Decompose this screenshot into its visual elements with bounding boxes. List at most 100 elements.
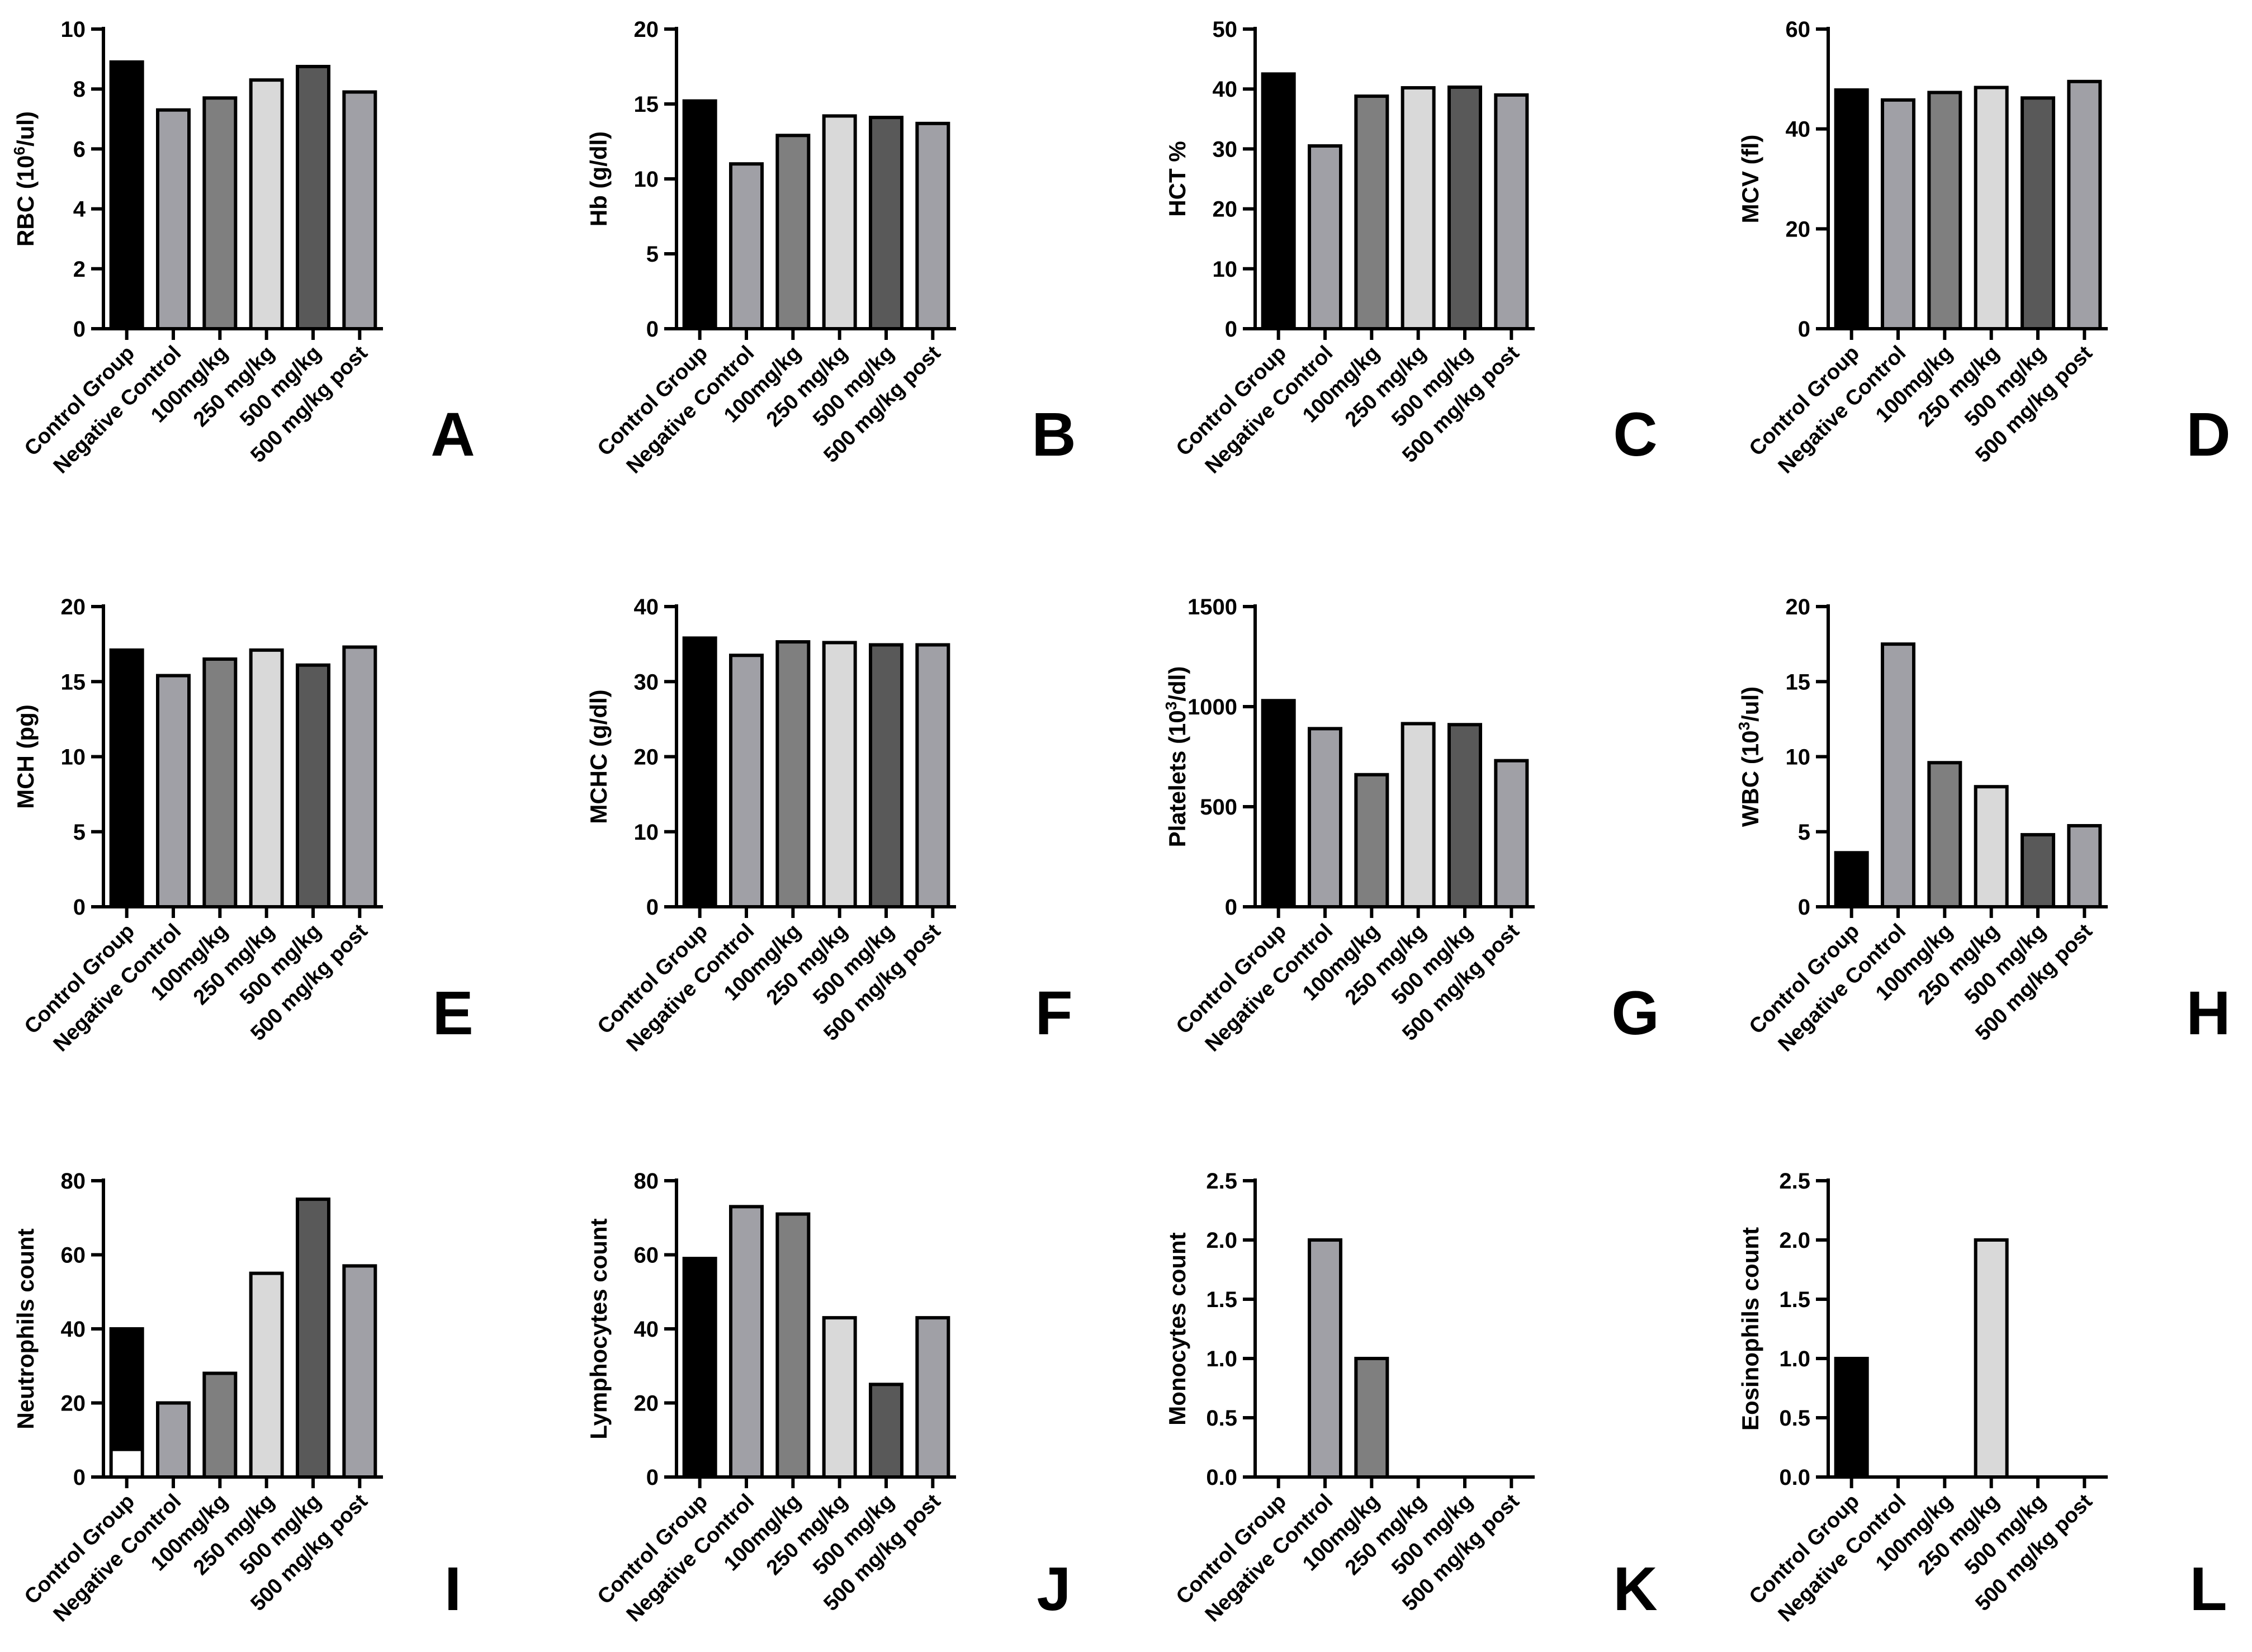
y-tick-label: 15 bbox=[61, 670, 86, 694]
y-tick-label: 20 bbox=[61, 595, 86, 619]
y-axis-title: RBC (106/ul) bbox=[11, 111, 39, 247]
y-tick-label: 10 bbox=[61, 17, 86, 42]
y-tick-label: 60 bbox=[61, 1243, 86, 1268]
panel-letter: L bbox=[2189, 1555, 2227, 1623]
y-tick-label: 0.0 bbox=[1779, 1465, 1810, 1490]
y-tick-label: 1500 bbox=[1187, 595, 1237, 619]
y-tick-label: 0 bbox=[646, 1465, 659, 1490]
panel-letter: G bbox=[1611, 979, 1659, 1048]
y-tick-label: 6 bbox=[73, 137, 86, 162]
y-tick-label: 0 bbox=[73, 317, 86, 342]
bar-500-mg-kg-post bbox=[2067, 824, 2102, 909]
bar-250-mg-kg bbox=[249, 1271, 284, 1479]
bar-100mg-kg bbox=[202, 1371, 238, 1479]
y-tick-label: 20 bbox=[634, 17, 659, 42]
y-tick-label: 0 bbox=[646, 317, 659, 342]
bar-250-mg-kg bbox=[1974, 1238, 2009, 1479]
y-tick-label: 40 bbox=[634, 595, 659, 619]
y-tick-label: 30 bbox=[634, 670, 659, 694]
y-tick-label: 1.5 bbox=[1779, 1287, 1810, 1312]
y-tick-label: 2.0 bbox=[1779, 1228, 1810, 1253]
y-axis-title: MCH (pg) bbox=[12, 704, 39, 809]
bar-250-mg-kg bbox=[822, 114, 857, 330]
y-tick-label: 4 bbox=[73, 197, 86, 222]
bar-500-mg-kg bbox=[296, 1197, 330, 1479]
bar-100mg-kg bbox=[1354, 1357, 1389, 1479]
bar-500-mg-kg-post bbox=[1494, 759, 1529, 909]
y-tick-label: 10 bbox=[634, 820, 659, 845]
bar-100mg-kg bbox=[775, 1212, 811, 1479]
y-tick-label: 0 bbox=[73, 895, 86, 920]
bar-100mg-kg bbox=[775, 134, 811, 330]
y-axis-title: Lymphocytes count bbox=[585, 1218, 612, 1439]
panel-letter: H bbox=[2186, 979, 2230, 1048]
y-tick-label: 1.0 bbox=[1779, 1347, 1810, 1371]
bar-250-mg-kg bbox=[1974, 86, 2009, 331]
bar-negative-control bbox=[729, 654, 764, 908]
y-tick-label: 2.5 bbox=[1779, 1169, 1810, 1194]
y-tick-label: 60 bbox=[1786, 17, 1811, 42]
bar-control-group bbox=[1834, 88, 1869, 330]
y-axis-title: Neutrophils count bbox=[12, 1228, 39, 1429]
panel-letter: K bbox=[1613, 1555, 1657, 1623]
y-axis-title: HCT % bbox=[1164, 141, 1190, 216]
y-tick-label: 500 bbox=[1200, 795, 1237, 820]
bar-control-group bbox=[1834, 851, 1869, 908]
y-axis-title: Platelets (103/dl) bbox=[1162, 666, 1190, 848]
y-tick-label: 2.0 bbox=[1206, 1228, 1237, 1253]
y-tick-label: 5 bbox=[73, 820, 86, 845]
bar-negative-control bbox=[1308, 1238, 1342, 1479]
bar-control-group bbox=[1834, 1357, 1869, 1479]
y-tick-label: 40 bbox=[1213, 77, 1238, 102]
bar-control-group bbox=[682, 636, 717, 908]
panel-letter: B bbox=[1032, 400, 1076, 469]
y-tick-label: 1000 bbox=[1187, 695, 1237, 720]
y-tick-label: 8 bbox=[73, 77, 86, 102]
bar-500-mg-kg bbox=[869, 116, 903, 330]
bar-negative-control bbox=[729, 1205, 764, 1479]
bar-500-mg-kg-post bbox=[1494, 93, 1529, 330]
bar-100mg-kg bbox=[1354, 773, 1389, 908]
y-tick-label: 20 bbox=[1786, 217, 1811, 242]
y-tick-label: 15 bbox=[634, 92, 659, 117]
panel-letter: A bbox=[430, 400, 475, 469]
y-tick-label: 80 bbox=[61, 1169, 86, 1194]
bar-250-mg-kg bbox=[1401, 86, 1436, 330]
bar-100mg-kg bbox=[775, 640, 811, 909]
y-axis-title: WBC (103/ul) bbox=[1735, 687, 1763, 827]
y-axis-title: MCHC (g/dl) bbox=[585, 689, 612, 823]
bar-control-group bbox=[682, 99, 717, 330]
bar-negative-control bbox=[1881, 642, 1915, 908]
panel-letter: C bbox=[1613, 400, 1657, 469]
bar-500-mg-kg-post bbox=[2067, 79, 2102, 331]
bar-500-mg-kg-post bbox=[342, 645, 377, 908]
panel-letter: D bbox=[2186, 400, 2230, 469]
y-tick-label: 40 bbox=[1786, 117, 1811, 142]
bar-250-mg-kg bbox=[249, 78, 284, 330]
panel-letter: I bbox=[444, 1555, 462, 1623]
y-axis-title: Hb (g/dl) bbox=[585, 131, 612, 226]
bar-negative-control bbox=[729, 162, 764, 330]
y-tick-label: 0.5 bbox=[1779, 1406, 1810, 1431]
bar-500-mg-kg bbox=[2021, 96, 2055, 330]
y-tick-label: 1.5 bbox=[1206, 1287, 1237, 1312]
bar-100mg-kg bbox=[202, 657, 238, 908]
y-tick-label: 0.0 bbox=[1206, 1465, 1237, 1490]
y-tick-label: 0 bbox=[646, 895, 659, 920]
y-tick-label: 20 bbox=[634, 1391, 659, 1416]
y-axis-title: Monocytes count bbox=[1164, 1232, 1190, 1425]
bar-negative-control bbox=[156, 108, 191, 330]
y-tick-label: 80 bbox=[634, 1169, 659, 1194]
panel-letter: E bbox=[432, 979, 473, 1048]
bar-control-group bbox=[1261, 699, 1296, 908]
y-tick-label: 0 bbox=[1798, 895, 1810, 920]
